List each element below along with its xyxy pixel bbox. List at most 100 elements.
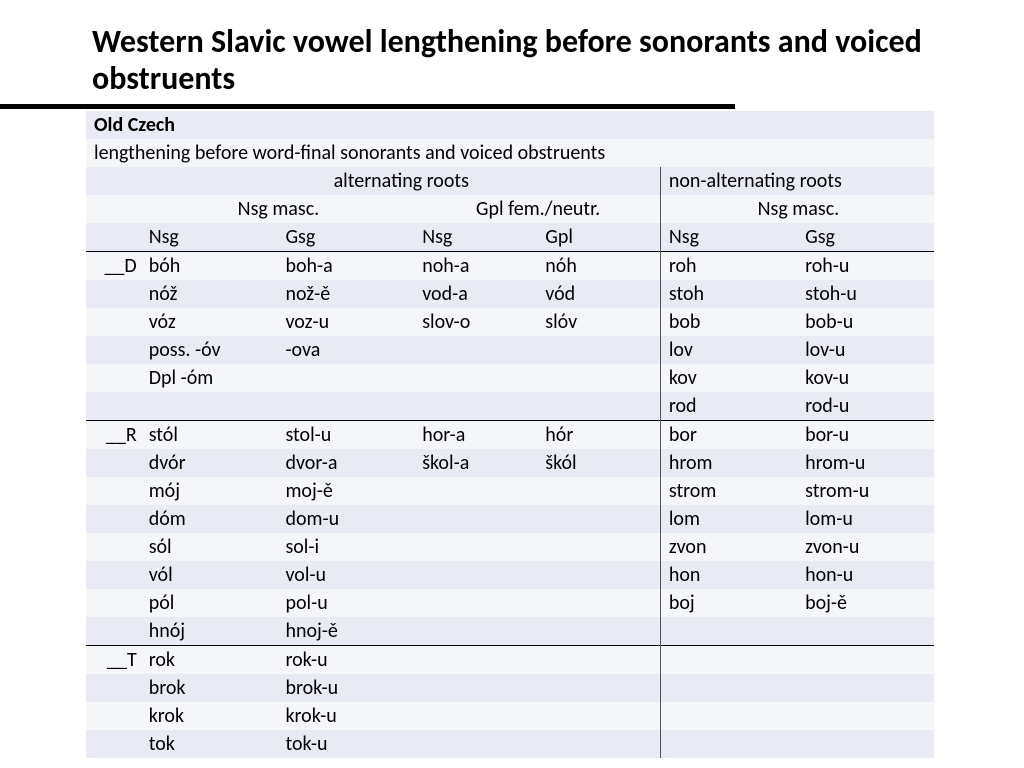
spacer xyxy=(86,392,141,421)
cell: dvór xyxy=(141,449,278,477)
spacer xyxy=(86,223,141,252)
header-subgroups-row: Nsg masc. Gpl fem./neutr. Nsg masc. xyxy=(86,195,934,223)
cell xyxy=(660,674,797,702)
cell: hrom xyxy=(660,449,797,477)
cell: rok-u xyxy=(277,645,414,674)
cell: lom xyxy=(660,505,797,533)
language-label: Old Czech xyxy=(86,111,934,139)
table-row: poss. -óv-ovalovlov-u xyxy=(86,336,934,364)
col-nsg-3: Nsg xyxy=(660,223,797,252)
table-row: sólsol-izvonzvon-u xyxy=(86,533,934,561)
cell: dom-u xyxy=(277,505,414,533)
cell: tok-u xyxy=(277,730,414,758)
cell xyxy=(414,730,537,758)
cell xyxy=(141,392,278,421)
cell xyxy=(660,702,797,730)
table-row: toktok-u xyxy=(86,730,934,758)
slide-title: Western Slavic vowel lengthening before … xyxy=(0,0,1024,104)
table-row: brokbrok-u xyxy=(86,674,934,702)
description-text: lengthening before word-final sonorants … xyxy=(86,139,934,167)
cell xyxy=(277,364,414,392)
spacer xyxy=(86,336,141,364)
header-description-row: lengthening before word-final sonorants … xyxy=(86,139,934,167)
cell: stol-u xyxy=(277,420,414,449)
cell xyxy=(537,477,660,505)
cell xyxy=(797,730,934,758)
cell: hor-a xyxy=(414,420,537,449)
cell: slov-o xyxy=(414,308,537,336)
cell: Dpl -óm xyxy=(141,364,278,392)
cell: lom-u xyxy=(797,505,934,533)
spacer xyxy=(86,674,141,702)
cell: voz-u xyxy=(277,308,414,336)
cell: sól xyxy=(141,533,278,561)
cell: zvon-u xyxy=(797,533,934,561)
table-row: __Dbóhboh-anoh-anóhrohroh-u xyxy=(86,251,934,280)
cell: vol-u xyxy=(277,561,414,589)
table-container: Old Czech lengthening before word-final … xyxy=(86,111,934,758)
cell xyxy=(537,702,660,730)
spacer xyxy=(86,505,141,533)
cell xyxy=(660,730,797,758)
cell xyxy=(414,477,537,505)
cell: poss. -óv xyxy=(141,336,278,364)
cell xyxy=(414,364,537,392)
table-row: dvórdvor-aškol-aškólhromhrom-u xyxy=(86,449,934,477)
cell: bob xyxy=(660,308,797,336)
cell: pol-u xyxy=(277,589,414,617)
cell: nóh xyxy=(537,251,660,280)
cell: stól xyxy=(141,420,278,449)
header-columns-row: Nsg Gsg Nsg Gpl Nsg Gsg xyxy=(86,223,934,252)
cell: slóv xyxy=(537,308,660,336)
cell xyxy=(537,645,660,674)
col-nsg-1: Nsg xyxy=(141,223,278,252)
cell xyxy=(797,617,934,646)
cell: vod-a xyxy=(414,280,537,308)
table-row: vólvol-u honhon-u xyxy=(86,561,934,589)
group-nonalternating: non-alternating roots xyxy=(660,167,934,195)
cell xyxy=(414,617,537,646)
cell: rod xyxy=(660,392,797,421)
spacer xyxy=(86,533,141,561)
cell xyxy=(537,505,660,533)
col-gpl: Gpl xyxy=(537,223,660,252)
spacer xyxy=(86,730,141,758)
table-row: rodrod-u xyxy=(86,392,934,421)
cell xyxy=(414,336,537,364)
cell: rod-u xyxy=(797,392,934,421)
cell xyxy=(277,392,414,421)
header-language-row: Old Czech xyxy=(86,111,934,139)
spacer xyxy=(86,167,141,195)
header-groups-row: alternating roots non-alternating roots xyxy=(86,167,934,195)
cell: hon-u xyxy=(797,561,934,589)
cell: krok xyxy=(141,702,278,730)
cell: -ova xyxy=(277,336,414,364)
spacer xyxy=(86,280,141,308)
cell: kov-u xyxy=(797,364,934,392)
cell xyxy=(414,702,537,730)
table-row: mójmoj-ěstromstrom-u xyxy=(86,477,934,505)
cell: vód xyxy=(537,280,660,308)
cell xyxy=(414,674,537,702)
linguistics-table: Old Czech lengthening before word-final … xyxy=(86,111,934,758)
cell: dvor-a xyxy=(277,449,414,477)
cell xyxy=(414,505,537,533)
spacer xyxy=(86,617,141,646)
cell xyxy=(660,617,797,646)
cell: vól xyxy=(141,561,278,589)
cell xyxy=(414,561,537,589)
cell: lov-u xyxy=(797,336,934,364)
sub-nsg-masc-2: Nsg masc. xyxy=(660,195,934,223)
spacer xyxy=(86,702,141,730)
cell xyxy=(537,364,660,392)
cell: hnoj-ě xyxy=(277,617,414,646)
cell xyxy=(414,645,537,674)
table-row: pólpol-ubojboj-ě xyxy=(86,589,934,617)
cell xyxy=(537,392,660,421)
table-row: __Rstólstol-uhor-ahórborbor-u xyxy=(86,420,934,449)
cell xyxy=(797,674,934,702)
cell: hon xyxy=(660,561,797,589)
table-row: vózvoz-uslov-oslóvbobbob-u xyxy=(86,308,934,336)
cell: boj xyxy=(660,589,797,617)
cell xyxy=(537,336,660,364)
